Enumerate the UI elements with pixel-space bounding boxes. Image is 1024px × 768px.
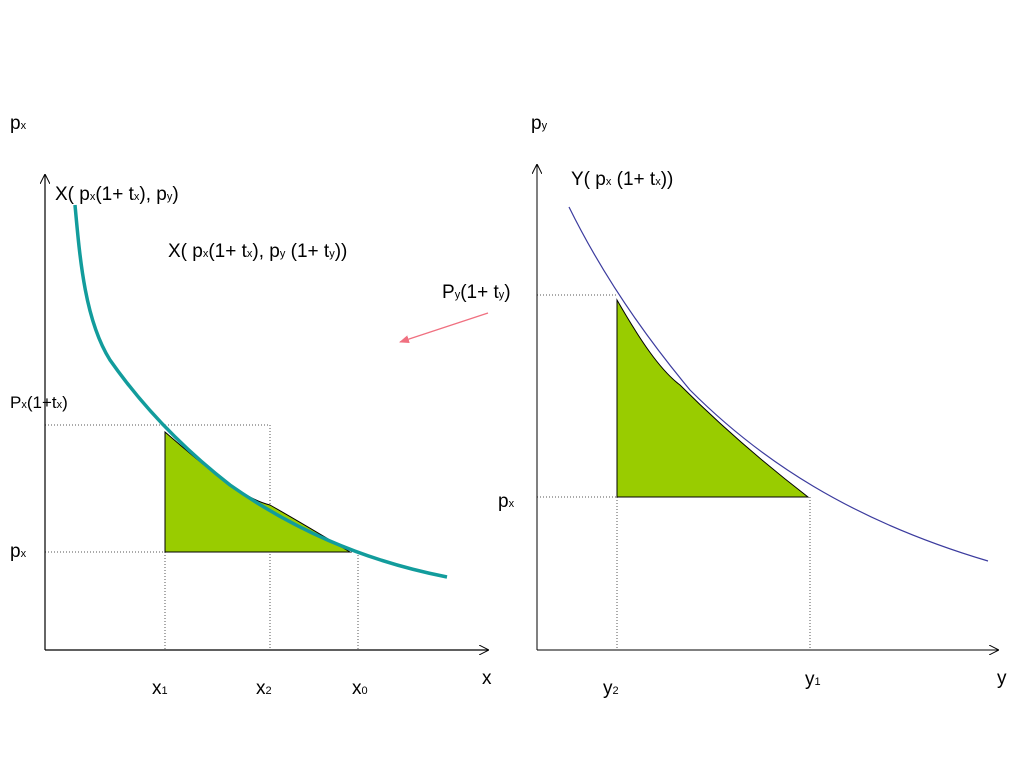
left-curve-label-1: X( px(1+ tx), py): [55, 184, 179, 205]
right-price-low-label: px: [498, 491, 515, 512]
left-shaded-area: [164, 430, 352, 553]
left-price-low-label: px: [10, 541, 27, 562]
left-curve-label-2: X( px(1+ tx), py (1+ ty)): [168, 241, 348, 262]
right-x-axis-label: y: [997, 668, 1007, 689]
left-tick-x0: x0: [352, 678, 368, 699]
left-demand-curve: [73, 204, 448, 579]
right-guide-lines: [537, 294, 811, 650]
right-shaded-area: [616, 298, 810, 498]
left-y-axis-label: px: [10, 113, 27, 134]
left-tick-x2: x2: [256, 678, 272, 699]
left-price-high-label: Px(1+tx): [10, 393, 68, 412]
left-x-axis-label: x: [482, 668, 492, 689]
left-tick-x1: x1: [152, 678, 168, 699]
pointer-arrow: [399, 312, 489, 343]
right-price-high-label: Py(1+ ty): [442, 282, 511, 303]
right-demand-curve: [568, 206, 989, 562]
right-tick-y2: y2: [603, 678, 619, 699]
right-y-axis-label: py: [531, 113, 548, 134]
right-curve-label: Y( px (1+ tx)): [571, 169, 674, 190]
right-tick-y1: y1: [805, 669, 821, 690]
